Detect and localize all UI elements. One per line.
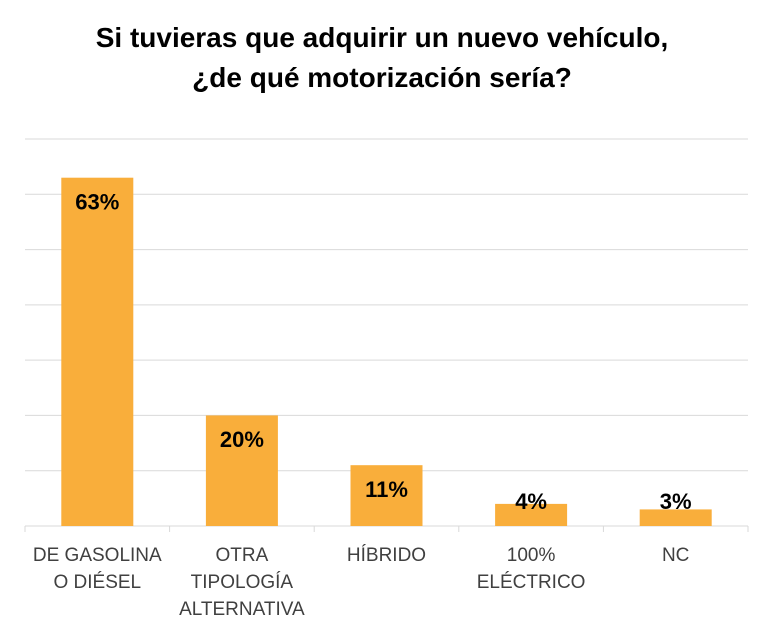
bar [205, 415, 278, 526]
x-tick-label: DE GASOLINA O DIÉSEL [32, 545, 162, 593]
chart-title: Si tuvieras que adquirir un nuevo vehícu… [95, 22, 669, 93]
bar [495, 503, 568, 526]
value-label: 3% [660, 489, 692, 514]
bar [61, 177, 134, 526]
x-tick-label: OTRA TIPOLOGÍA ALTERNATIVA [179, 545, 305, 620]
bar [639, 509, 712, 526]
value-label: 63% [75, 190, 119, 215]
value-label: 20% [220, 427, 264, 452]
value-label: 11% [365, 477, 408, 502]
x-tick-label: NC [661, 545, 690, 566]
value-label: 4% [515, 489, 547, 514]
bar [350, 465, 423, 526]
x-tick-label: 100% ELÉCTRICO [476, 545, 586, 593]
x-tick-label: HÍBRIDO [346, 545, 427, 566]
